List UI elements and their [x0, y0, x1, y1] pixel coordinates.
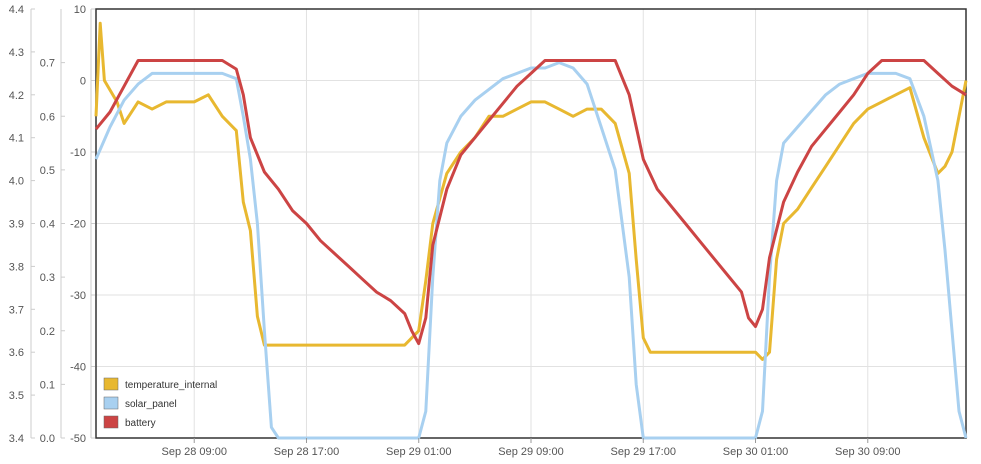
x-tick-label: Sep 29 17:00: [611, 446, 676, 458]
x-tick-label: Sep 29 01:00: [386, 446, 451, 458]
battery-y-tick-label: 3.4: [9, 433, 24, 445]
solar_panel-y-tick-label: 0.7: [40, 58, 55, 70]
temperature_internal-y-tick-label: 10: [74, 4, 86, 16]
temperature_internal-y-tick-label: -20: [70, 219, 86, 231]
x-tick-label: Sep 28 17:00: [274, 446, 339, 458]
solar_panel-y-tick-label: 0.5: [40, 165, 55, 177]
series-lines: [94, 21, 968, 440]
temperature_internal-y-tick-label: -50: [70, 433, 86, 445]
battery-y-tick-label: 4.4: [9, 4, 24, 16]
battery-y-tick-label: 4.1: [9, 133, 24, 145]
x-tick-label: Sep 29 09:00: [498, 446, 563, 458]
temperature_internal-legend-label: temperature_internal: [125, 380, 217, 391]
x-tick-label: Sep 30 01:00: [723, 446, 788, 458]
battery-legend-label: battery: [125, 418, 156, 429]
axes: 3.4 3.5 3.6 3.7 3.8 3.9 4.0 4.1 4.2 4.3 4.4 0.0 0.1 0…: [9, 4, 95, 445]
solar_panel-legend-swatch: [103, 396, 119, 410]
solar_panel-series-line: [94, 61, 968, 440]
temperature_internal-y-tick-label: -40: [70, 362, 86, 374]
x-axis-ticks: Sep 28 09:00 Sep 28 17:00 Sep 29 01:00 Sep …: [161, 438, 901, 458]
temperature_internal-legend-swatch: [103, 377, 119, 391]
temperature_internal-series-line: [94, 21, 968, 361]
temperature_internal-y-tick-label: 0: [80, 76, 86, 88]
battery-y-tick-label: 3.5: [9, 390, 24, 402]
solar_panel-y-tick-label: 0.3: [40, 272, 55, 284]
solar_panel-y-tick-label: 0.1: [40, 379, 55, 391]
x-tick-label: Sep 30 09:00: [835, 446, 900, 458]
solar_panel-legend-label: solar_panel: [125, 399, 177, 410]
temperature_internal-y-tick-label: -30: [70, 290, 86, 302]
battery-legend-swatch: [103, 415, 119, 429]
x-tick-label: Sep 28 09:00: [161, 446, 226, 458]
battery-series-line: [94, 59, 967, 346]
battery-y-tick-label: 3.8: [9, 261, 24, 273]
solar_panel-y-tick-label: 0.0: [40, 433, 55, 445]
temperature_internal-y-tick-label: -10: [70, 147, 86, 159]
battery-y-tick-label: 4.3: [9, 47, 24, 59]
solar_panel-y-tick-label: 0.2: [40, 326, 55, 338]
battery-y-tick-label: 4.2: [9, 90, 24, 102]
battery-y-tick-label: 3.6: [9, 347, 24, 359]
battery-y-tick-label: 3.9: [9, 219, 24, 231]
battery-y-tick-label: 4.0: [9, 176, 24, 188]
solar_panel-y-tick-label: 0.4: [40, 219, 55, 231]
battery-y-tick-label: 3.7: [9, 304, 24, 316]
solar_panel-y-tick-label: 0.6: [40, 111, 55, 123]
